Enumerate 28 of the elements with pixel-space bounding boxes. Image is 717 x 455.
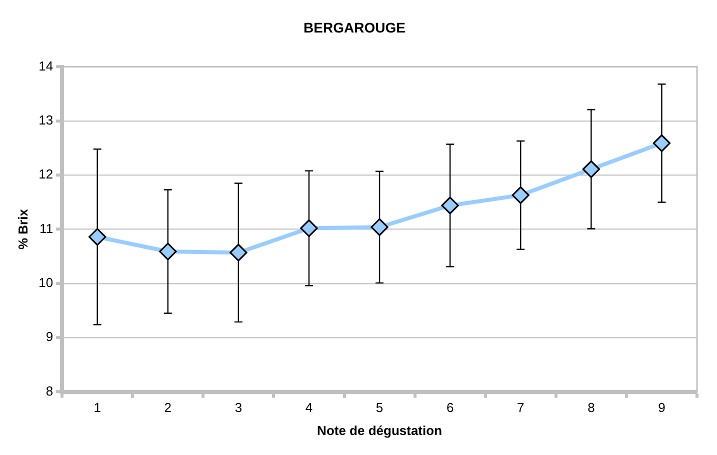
y-tick-label: 8 <box>46 383 54 398</box>
x-tick-label: 3 <box>234 400 242 416</box>
x-axis-title: Note de dégustation <box>317 422 442 438</box>
x-tick-label: 6 <box>446 400 454 416</box>
point <box>159 242 177 260</box>
x-tick-label: 1 <box>94 400 101 416</box>
y-tick-label: 12 <box>38 166 54 182</box>
point <box>300 219 318 237</box>
point <box>88 228 106 246</box>
point <box>512 186 530 204</box>
y-tick-label: 9 <box>46 329 54 344</box>
point <box>441 196 459 214</box>
y-axis-title: % Brix <box>15 208 30 250</box>
y-tick-label: 10 <box>38 275 54 290</box>
y-tick-label: 13 <box>38 112 54 128</box>
y-tick-label: 11 <box>40 220 54 236</box>
x-tick-label: 2 <box>164 400 172 416</box>
chart-title: BERGAROUGE <box>304 19 406 36</box>
point <box>582 160 600 178</box>
x-tick-label: 9 <box>658 400 666 416</box>
x-tick-label: 4 <box>305 400 313 416</box>
y-tick-label: 14 <box>38 58 54 74</box>
point <box>230 244 248 262</box>
x-tick-label: 7 <box>517 400 524 416</box>
x-tick-label: 8 <box>588 400 595 416</box>
x-tick-label: 5 <box>376 400 384 416</box>
point <box>370 218 388 236</box>
point <box>652 134 670 152</box>
